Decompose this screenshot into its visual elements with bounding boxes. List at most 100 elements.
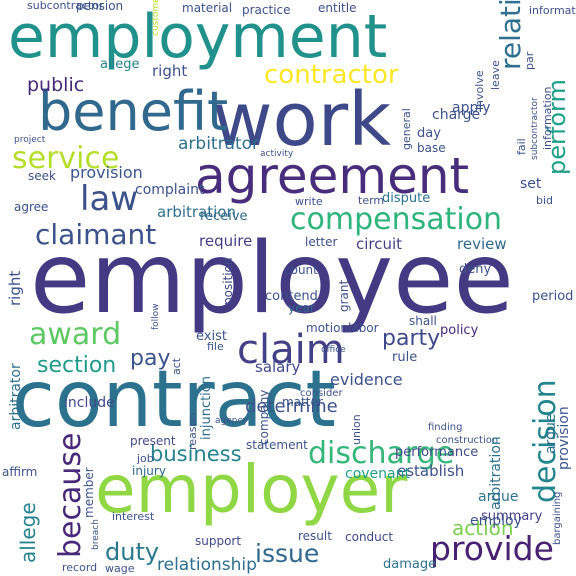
word-circuit: relationship bbox=[157, 555, 257, 575]
word-rule: require bbox=[199, 232, 252, 250]
word-general: union bbox=[350, 414, 363, 445]
word-matter: seek bbox=[28, 169, 56, 183]
word-claim: claim bbox=[237, 327, 345, 373]
word-bargaining: entitle bbox=[318, 1, 356, 15]
word-right: right bbox=[6, 271, 24, 306]
word-provide: provide bbox=[430, 529, 554, 568]
word-award: award bbox=[29, 317, 121, 352]
word-statement: review bbox=[457, 235, 507, 253]
word-arbitration: arbitrator bbox=[8, 363, 24, 430]
word-position: injury bbox=[132, 464, 166, 478]
word-perform: party bbox=[382, 326, 440, 351]
word-because: action bbox=[452, 516, 514, 540]
word-customer: member bbox=[82, 467, 96, 518]
word-member: information bbox=[529, 4, 576, 17]
word-complaint: provision bbox=[70, 163, 143, 182]
word-charge: position bbox=[221, 257, 235, 305]
word-shall: record bbox=[62, 561, 97, 574]
word-submit: consider bbox=[300, 388, 343, 399]
word-agency: construction bbox=[436, 435, 498, 446]
word-employer: employer bbox=[95, 451, 408, 528]
word-control: project bbox=[14, 135, 46, 145]
word-require: arbitrator bbox=[178, 134, 259, 154]
word-claimant: claimant bbox=[35, 218, 156, 251]
word-include: conduct bbox=[345, 530, 393, 544]
word-establish: dispute bbox=[382, 191, 430, 206]
word-engage: customer bbox=[151, 0, 161, 36]
word-violation: activity bbox=[260, 149, 294, 159]
word-consider: practice bbox=[242, 3, 291, 17]
word-exist: base bbox=[417, 141, 446, 155]
word-party: because bbox=[53, 433, 88, 558]
word-allege: allege bbox=[16, 502, 40, 563]
word-labor: support bbox=[195, 534, 241, 548]
word-policy: receive bbox=[200, 209, 248, 224]
word-office: interest bbox=[112, 510, 155, 523]
word-injunction: salary bbox=[255, 358, 301, 376]
word-decision: decision bbox=[528, 379, 563, 503]
word-period: deny bbox=[459, 262, 491, 277]
word-term: apply bbox=[452, 100, 491, 116]
word-project: pension bbox=[76, 0, 123, 13]
word-statute: follow bbox=[151, 303, 161, 330]
word-practice: involve bbox=[473, 70, 486, 110]
word-section: perform bbox=[543, 79, 571, 175]
word-information: job bbox=[136, 452, 154, 465]
word-injury: damage bbox=[383, 557, 436, 572]
word-seek: charge bbox=[432, 107, 480, 123]
word-wage: argue bbox=[478, 489, 518, 505]
word-employ: statement bbox=[246, 438, 308, 452]
word-review: circuit bbox=[356, 235, 402, 253]
word-record: summary bbox=[481, 509, 543, 524]
word-letter: labor bbox=[348, 321, 379, 335]
word-involve: company bbox=[257, 390, 271, 445]
word-follow: material bbox=[182, 1, 232, 15]
word-compensation: compensation bbox=[290, 202, 502, 237]
word-union: bid bbox=[536, 194, 553, 207]
word-apply: grant bbox=[337, 279, 351, 312]
word-base: letter bbox=[305, 235, 338, 249]
word-discharge: discharge bbox=[308, 436, 454, 471]
word-pursuant: office bbox=[321, 345, 346, 355]
word-agree: day bbox=[417, 126, 441, 141]
word-par: matter bbox=[282, 395, 323, 409]
word-interest: subcontractor bbox=[530, 97, 540, 160]
word-business: business bbox=[150, 442, 242, 466]
word-result: covenant bbox=[345, 466, 410, 482]
word-year: shall bbox=[409, 314, 437, 328]
word-job: agree bbox=[14, 200, 48, 214]
word-deny: affirm bbox=[2, 465, 37, 479]
word-bid: year bbox=[288, 301, 315, 315]
word-breach: subcontractor bbox=[27, 0, 104, 12]
word-fail: file bbox=[207, 340, 224, 353]
word-grant: include bbox=[64, 395, 115, 411]
word-employee: employee bbox=[30, 222, 514, 336]
word-dispute: complaint bbox=[135, 182, 205, 198]
word-day: contend bbox=[265, 289, 318, 304]
word-support: argue bbox=[543, 414, 559, 454]
word-summary: injunction bbox=[199, 376, 214, 440]
word-action: section bbox=[37, 353, 116, 378]
word-disability: breach bbox=[91, 519, 101, 550]
word-present: result bbox=[298, 529, 332, 543]
word-conduct: establish bbox=[397, 462, 464, 480]
word-salary: allege bbox=[100, 57, 139, 72]
word-file: set bbox=[520, 176, 542, 192]
word-agreement: agreement bbox=[195, 147, 469, 205]
word-duty: duty bbox=[105, 538, 159, 566]
word-affirm: employ bbox=[470, 513, 522, 529]
word-motion: wage bbox=[105, 562, 135, 575]
word-issue: issue bbox=[255, 539, 319, 568]
word-material: general bbox=[400, 108, 413, 150]
word-contractor: contractor bbox=[264, 60, 399, 90]
word-company: write bbox=[295, 195, 323, 208]
word-finding: par bbox=[523, 51, 536, 70]
word-evidence: right bbox=[152, 62, 187, 80]
word-arbitrator: public bbox=[27, 74, 84, 96]
word-act: exist bbox=[196, 329, 227, 344]
word-work: work bbox=[212, 77, 391, 163]
word-leave: reason bbox=[186, 413, 199, 450]
word-write: period bbox=[532, 289, 573, 304]
